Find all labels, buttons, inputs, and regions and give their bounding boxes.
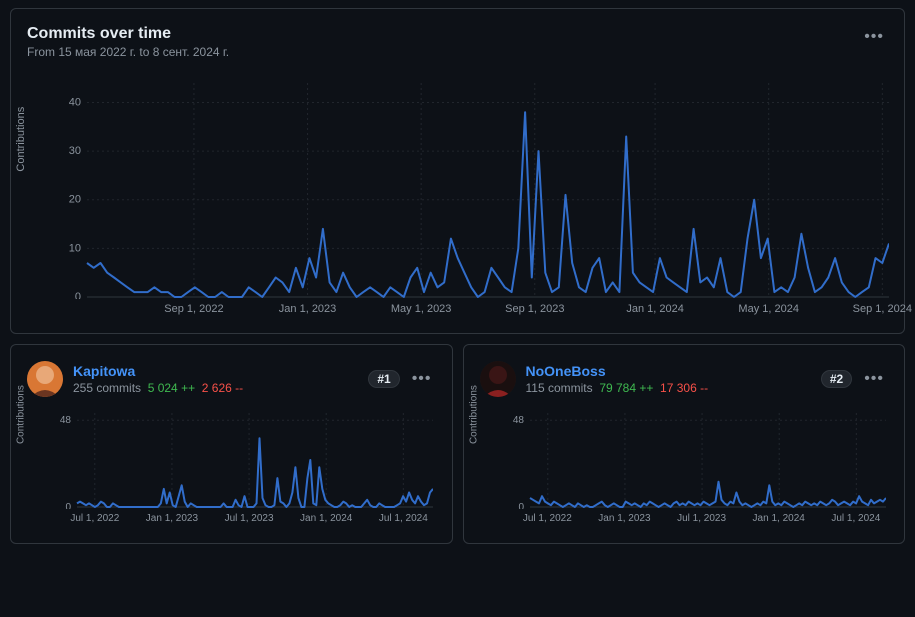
y-axis-label: Contributions [16, 385, 27, 444]
y-axis-label: Contributions [15, 107, 27, 172]
avatar[interactable] [27, 361, 63, 397]
additions: 5 024 ++ [148, 381, 195, 395]
x-tick-label: Jul 1, 2024 [379, 513, 428, 524]
contributor-name-link[interactable]: Kapitowa [73, 363, 243, 379]
contributor-chart: Contributions048Jul 1, 2022Jan 1, 2023Ju… [480, 409, 889, 527]
svg-text:40: 40 [69, 96, 81, 108]
x-tick-label: May 1, 2024 [738, 303, 799, 315]
additions: 79 784 ++ [599, 381, 653, 395]
x-tick-label: Sep 1, 2024 [853, 303, 912, 315]
commits-over-time-card: Commits over time From 15 мая 2022 г. to… [10, 8, 905, 334]
svg-text:0: 0 [65, 502, 71, 509]
kebab-menu-icon[interactable]: ••• [860, 25, 888, 49]
svg-text:20: 20 [69, 194, 81, 206]
contributor-card: Kapitowa 255 commits 5 024 ++ 2 626 -- #1 •… [10, 344, 453, 544]
contributor-card: NoOneBoss 115 commits 79 784 ++ 17 306 --… [463, 344, 906, 544]
svg-text:48: 48 [512, 415, 524, 426]
x-tick-label: Jan 1, 2024 [300, 513, 352, 524]
rank-badge: #1 [368, 370, 399, 388]
svg-text:30: 30 [69, 145, 81, 157]
deletions: 2 626 -- [202, 381, 243, 395]
kebab-menu-icon[interactable]: ••• [860, 367, 888, 391]
card-subtitle: From 15 мая 2022 г. to 8 сент. 2024 г. [27, 45, 229, 59]
x-tick-label: Jul 1, 2023 [677, 513, 726, 524]
svg-text:48: 48 [60, 415, 72, 426]
x-tick-label: Jul 1, 2022 [523, 513, 572, 524]
x-tick-label: Sep 1, 2022 [164, 303, 223, 315]
contributor-name-link[interactable]: NoOneBoss [526, 363, 709, 379]
x-tick-label: Jan 1, 2024 [753, 513, 805, 524]
x-tick-label: Jan 1, 2023 [279, 303, 337, 315]
x-tick-label: Jan 1, 2024 [626, 303, 684, 315]
x-tick-label: May 1, 2023 [391, 303, 452, 315]
kebab-menu-icon[interactable]: ••• [408, 367, 436, 391]
x-tick-label: Jul 1, 2022 [70, 513, 119, 524]
x-tick-label: Sep 1, 2023 [505, 303, 564, 315]
contributor-stats: 255 commits 5 024 ++ 2 626 -- [73, 381, 243, 395]
card-title: Commits over time [27, 25, 229, 43]
main-chart: Contributions 010203040 Sep 1, 2022Jan 1… [27, 79, 888, 317]
svg-text:0: 0 [75, 291, 81, 299]
commits-count: 255 commits [73, 381, 141, 395]
x-tick-label: Jan 1, 2023 [598, 513, 650, 524]
contributor-stats: 115 commits 79 784 ++ 17 306 -- [526, 381, 709, 395]
deletions: 17 306 -- [660, 381, 708, 395]
x-tick-label: Jan 1, 2023 [146, 513, 198, 524]
commits-count: 115 commits [526, 381, 593, 395]
svg-text:10: 10 [69, 242, 81, 254]
svg-text:0: 0 [518, 502, 524, 509]
y-axis-label: Contributions [468, 385, 479, 444]
rank-badge: #2 [821, 370, 852, 388]
x-tick-label: Jul 1, 2023 [225, 513, 274, 524]
x-tick-label: Jul 1, 2024 [831, 513, 880, 524]
avatar[interactable] [480, 361, 516, 397]
contributor-chart: Contributions048Jul 1, 2022Jan 1, 2023Ju… [27, 409, 436, 527]
